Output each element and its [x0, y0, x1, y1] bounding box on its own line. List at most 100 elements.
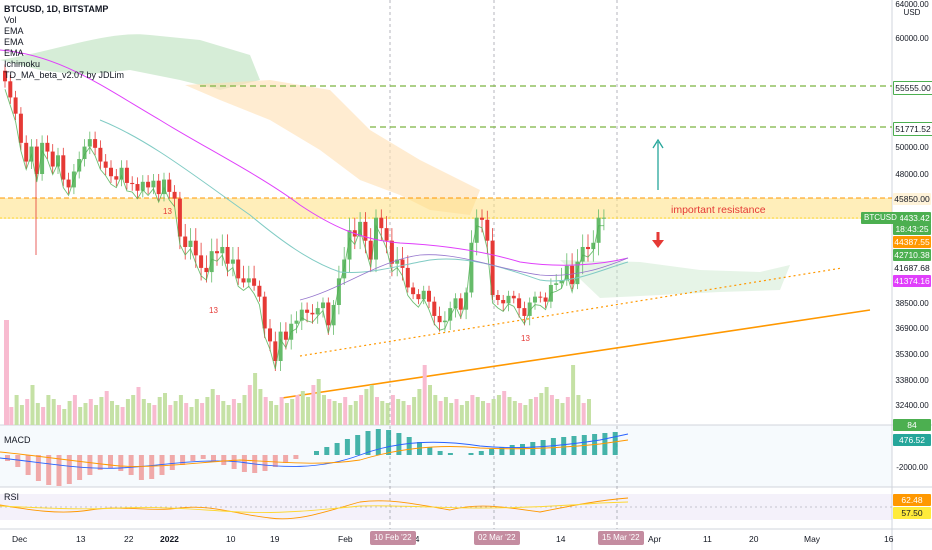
candle-body-104 [554, 283, 559, 285]
x-tick-10: 10 [226, 534, 236, 544]
volume-bar-108 [576, 395, 581, 425]
candle-body-47 [252, 278, 257, 286]
candle-body-48 [257, 285, 262, 297]
volume-bar-55 [295, 395, 300, 425]
candle-body-96 [511, 295, 516, 299]
candle-body-24 [130, 182, 135, 185]
x-tick-feb: Feb [338, 534, 353, 544]
volume-bar-1 [9, 407, 14, 425]
candle-body-98 [522, 308, 527, 316]
macd-bar-14 [149, 455, 155, 479]
candle-body-74 [395, 259, 400, 264]
indicator-ema-2[interactable]: EMA [4, 37, 24, 47]
volume-bar-96 [512, 401, 517, 425]
badge-countdown: 18:43:25 [893, 223, 931, 235]
candle-body-33 [177, 198, 182, 237]
candle-body-55 [294, 320, 299, 324]
macd-bar-50 [520, 444, 525, 455]
candle-body-15 [82, 146, 87, 160]
candle-body-109 [580, 246, 585, 262]
candle-body-35 [188, 240, 193, 247]
indicator-ema-1[interactable]: EMA [4, 26, 24, 36]
volume-bar-80 [428, 385, 432, 425]
volume-bar-103 [549, 395, 554, 425]
macd-bar-16 [169, 455, 175, 470]
x-tick-22: 22 [124, 534, 134, 544]
volume-bar-85 [454, 399, 459, 425]
volume-bar-26 [141, 399, 146, 425]
candle-body-75 [400, 259, 405, 268]
volume-bar-23 [125, 399, 130, 425]
indicator-ichimoku[interactable]: Ichimoku [4, 59, 41, 69]
volume-bar-13 [72, 395, 77, 425]
volume-bar-72 [385, 403, 390, 425]
candle-body-80 [427, 290, 431, 302]
macd-bar-38 [396, 433, 402, 455]
ema-teal [99, 119, 629, 282]
macd-bar-33 [344, 439, 350, 455]
badge-41374: 41374.16 [893, 275, 931, 287]
volume-bar-25 [136, 387, 141, 425]
volume-bar-17 [94, 405, 99, 425]
indicator-ema-3[interactable]: EMA [4, 48, 24, 58]
candle-body-91 [485, 219, 490, 241]
macd-bar-2 [25, 455, 31, 475]
macd-badge-84: 84 [893, 419, 931, 431]
ema-purple [299, 254, 629, 301]
volume-bar-39 [210, 389, 215, 425]
volume-bar-9 [51, 399, 56, 425]
macd-bar-41 [427, 447, 433, 455]
volume-bar-73 [390, 395, 395, 425]
volume-bar-32 [173, 401, 178, 425]
candle-body-23 [124, 167, 129, 183]
td-label-0: 13 [163, 207, 172, 216]
x-tick-14b: 14 [556, 534, 566, 544]
macd-bar-37 [386, 430, 392, 455]
volume-bar-27 [147, 403, 152, 425]
volume-bar-28 [152, 405, 157, 425]
volume-bar-46 [247, 385, 252, 425]
rsi-badge-red: 62.48 [893, 494, 931, 506]
volume-bar-101 [539, 393, 544, 425]
candle-body-36 [193, 240, 198, 256]
volume-bar-4 [25, 399, 30, 425]
candle-body-21 [114, 176, 119, 180]
volume-bar-91 [486, 403, 491, 425]
macd-bar-18 [190, 455, 196, 461]
candle-body-108 [575, 261, 580, 285]
volume-bar-20 [110, 401, 114, 425]
volume-bar-70 [375, 397, 379, 425]
y-tick-32400: 32400.00 [895, 401, 929, 410]
volume-bar-60 [322, 395, 326, 425]
x-tick-20: 20 [749, 534, 759, 544]
volume-bar-107 [571, 365, 576, 425]
volume-bar-24 [131, 395, 136, 425]
candle-body-0 [3, 70, 7, 82]
macd-bar-56 [581, 435, 587, 455]
candle-body-38 [204, 267, 209, 273]
volume-bar-6 [35, 403, 40, 425]
volume-bar-58 [311, 385, 316, 425]
y-tick-38500: 38500.00 [895, 299, 929, 308]
volume-bar-2 [14, 395, 19, 425]
currency-label: USD [903, 8, 921, 17]
candle-body-53 [283, 331, 288, 340]
volume-bar-11 [62, 409, 67, 425]
macd-bar-58 [602, 433, 608, 455]
volume-bar-79 [422, 365, 427, 425]
macd-bar-26 [272, 455, 278, 467]
volume-bar-65 [348, 405, 353, 425]
candle-body-97 [517, 298, 522, 309]
trendline-dotted [299, 267, 843, 357]
volume-bar-89 [475, 397, 480, 425]
ema-magenta [0, 49, 629, 266]
volume-bar-33 [178, 395, 183, 425]
y-tick-33800: 33800.00 [895, 376, 929, 385]
indicator-vol[interactable]: Vol [4, 15, 17, 25]
macd-bar-22 [231, 455, 237, 469]
candle-body-3 [18, 113, 23, 143]
volume-bar-106 [565, 397, 570, 425]
macd-bar-34 [355, 435, 361, 455]
candle-body-7 [40, 142, 45, 174]
indicator-td-ma[interactable]: TD_MA_beta_v2.07 by JDLim [4, 70, 125, 80]
